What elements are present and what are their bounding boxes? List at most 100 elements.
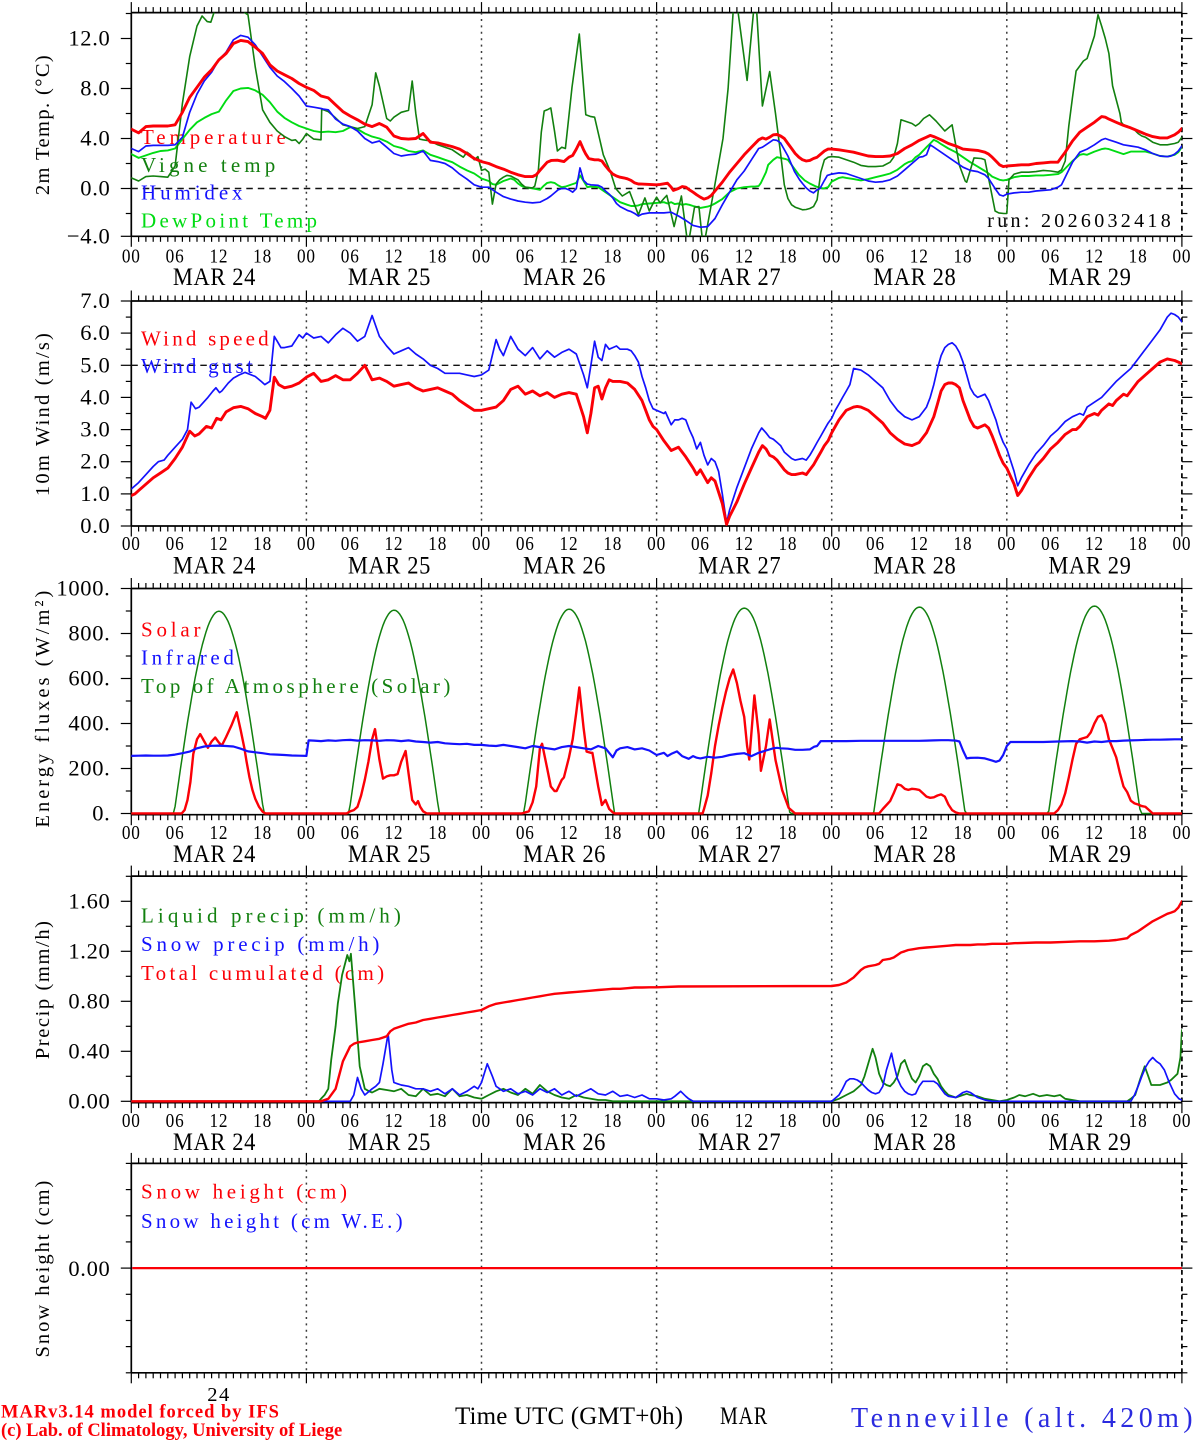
svg-text:MAR 29: MAR 29 [1048,841,1131,868]
svg-text:Time UTC (GMT+0h): Time UTC (GMT+0h) [455,1403,683,1430]
svg-text:18: 18 [603,1109,622,1132]
svg-text:00: 00 [297,245,316,268]
svg-text:600.: 600. [68,666,110,691]
svg-text:10m Wind (m/s): 10m Wind (m/s) [32,331,54,496]
svg-text:06: 06 [166,822,185,845]
svg-text:00: 00 [122,533,141,556]
svg-text:12: 12 [735,1109,754,1132]
svg-text:6.0: 6.0 [80,320,110,345]
svg-text:MAR 24: MAR 24 [173,1129,256,1156]
svg-text:MAR: MAR [720,1402,768,1430]
svg-text:18: 18 [1129,245,1148,268]
svg-text:12: 12 [910,245,929,268]
svg-text:18: 18 [778,1109,797,1132]
svg-text:Wind gust: Wind gust [141,354,256,378]
svg-text:Precip (mm/h): Precip (mm/h) [32,919,54,1059]
svg-text:Snow precip (mm/h): Snow precip (mm/h) [141,932,383,956]
svg-text:00: 00 [822,1109,841,1132]
svg-text:00: 00 [647,533,666,556]
svg-text:00: 00 [822,822,841,845]
svg-text:0.0: 0.0 [80,513,110,538]
svg-text:00: 00 [647,1109,666,1132]
svg-text:18: 18 [954,533,973,556]
svg-text:MAR 28: MAR 28 [873,264,956,291]
svg-text:4.0: 4.0 [80,126,110,151]
svg-text:18: 18 [1129,822,1148,845]
svg-text:18: 18 [954,245,973,268]
svg-text:06: 06 [166,1109,185,1132]
svg-text:06: 06 [866,533,885,556]
svg-text:run: 2026032418: run: 2026032418 [987,210,1174,232]
svg-text:12: 12 [560,533,579,556]
svg-text:00: 00 [472,245,491,268]
svg-text:MAR 29: MAR 29 [1048,552,1131,579]
svg-text:18: 18 [778,822,797,845]
svg-text:06: 06 [691,533,710,556]
svg-text:18: 18 [603,533,622,556]
svg-text:06: 06 [516,245,535,268]
svg-text:MAR 28: MAR 28 [873,1129,956,1156]
svg-text:00: 00 [472,533,491,556]
svg-text:06: 06 [166,533,185,556]
svg-text:12: 12 [735,822,754,845]
svg-text:12: 12 [560,1109,579,1132]
svg-text:−4.0: −4.0 [67,223,111,248]
svg-text:200.: 200. [68,756,110,781]
svg-text:18: 18 [428,1109,447,1132]
svg-text:06: 06 [341,822,360,845]
svg-text:MAR 26: MAR 26 [523,1129,606,1156]
svg-text:Energy fluxes (W/m²): Energy fluxes (W/m²) [32,588,54,828]
svg-text:Snow height (cm): Snow height (cm) [32,1179,54,1358]
svg-text:18: 18 [778,533,797,556]
svg-text:18: 18 [1129,1109,1148,1132]
svg-text:18: 18 [603,822,622,845]
svg-text:4.0: 4.0 [80,384,110,409]
svg-text:2.0: 2.0 [80,449,110,474]
svg-text:0.00: 0.00 [68,1256,110,1281]
svg-text:12: 12 [384,822,403,845]
svg-text:MAR 26: MAR 26 [523,264,606,291]
svg-text:00: 00 [1172,822,1191,845]
svg-text:00: 00 [1172,1109,1191,1132]
svg-text:00: 00 [997,245,1016,268]
svg-text:0.00: 0.00 [68,1088,110,1113]
svg-text:12: 12 [384,245,403,268]
svg-text:Snow height (cm): Snow height (cm) [141,1180,351,1204]
svg-text:12: 12 [735,533,754,556]
svg-text:00: 00 [472,1109,491,1132]
svg-text:12: 12 [735,245,754,268]
svg-text:MAR 26: MAR 26 [523,841,606,868]
svg-text:12: 12 [560,822,579,845]
svg-text:MAR 29: MAR 29 [1048,1129,1131,1156]
svg-text:06: 06 [516,1109,535,1132]
svg-text:2m Temp. (°C): 2m Temp. (°C) [32,54,54,195]
svg-text:18: 18 [253,245,272,268]
svg-text:06: 06 [1041,1109,1060,1132]
svg-text:00: 00 [472,822,491,845]
svg-text:0.40: 0.40 [68,1038,110,1063]
svg-text:12.0: 12.0 [68,26,110,51]
svg-text:06: 06 [866,822,885,845]
svg-text:5.0: 5.0 [80,352,110,377]
svg-text:Solar: Solar [141,617,204,641]
svg-text:18: 18 [954,1109,973,1132]
svg-text:06: 06 [341,245,360,268]
svg-text:MAR 27: MAR 27 [698,552,781,579]
svg-text:MAR 29: MAR 29 [1048,264,1131,291]
svg-text:12: 12 [1085,533,1104,556]
svg-text:0.0: 0.0 [80,176,110,201]
svg-text:1000.: 1000. [56,576,110,601]
svg-text:(c) Lab. of Climatology, Unive: (c) Lab. of Climatology, University of L… [1,1421,342,1440]
svg-text:00: 00 [997,1109,1016,1132]
svg-text:MAR 25: MAR 25 [348,1129,431,1156]
svg-text:12: 12 [209,1109,228,1132]
svg-text:06: 06 [516,533,535,556]
svg-text:12: 12 [910,1109,929,1132]
svg-text:06: 06 [1041,822,1060,845]
svg-text:00: 00 [297,1109,316,1132]
svg-text:Wind speed: Wind speed [141,326,272,350]
svg-text:24: 24 [207,1384,231,1406]
svg-text:18: 18 [1129,533,1148,556]
svg-text:06: 06 [866,1109,885,1132]
svg-text:06: 06 [1041,245,1060,268]
